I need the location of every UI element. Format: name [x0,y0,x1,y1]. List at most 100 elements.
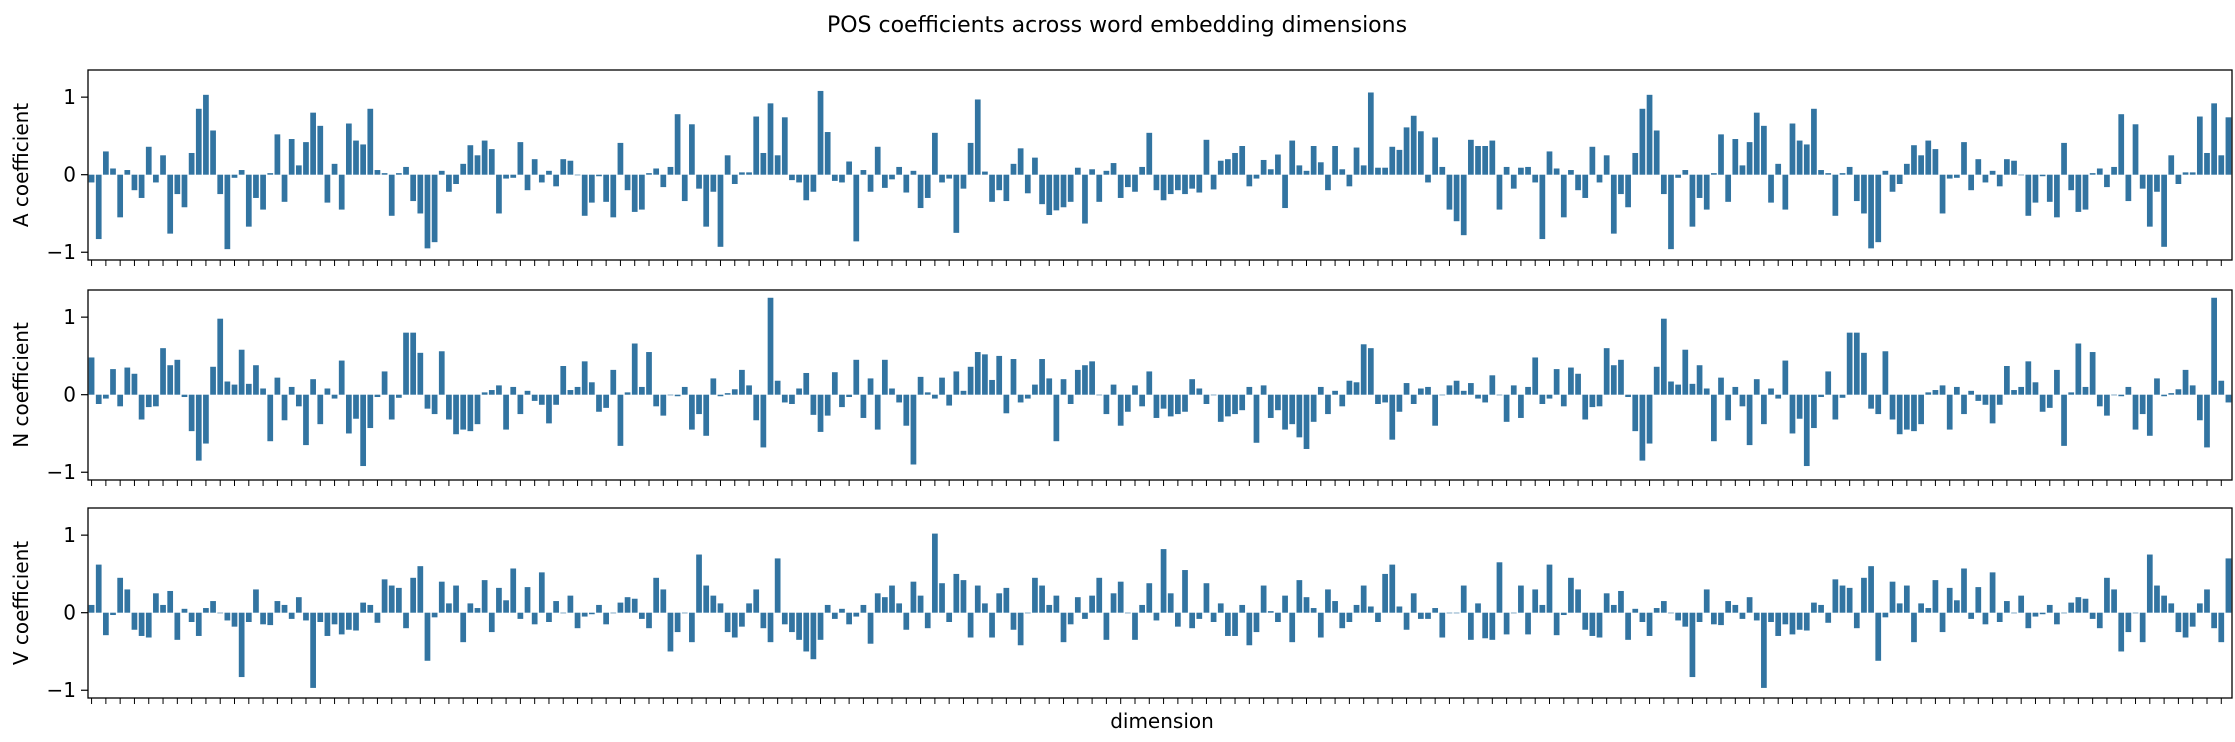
bar-v-270 [2018,595,2025,613]
bar-n-167 [1282,394,1288,430]
bar-a-77 [639,174,645,210]
bar-a-127 [996,174,1003,191]
bar-v-207 [1568,577,1574,613]
bar-a-100 [803,174,810,201]
bar-n-90 [731,389,738,395]
bar-n-252 [1889,394,1896,420]
bar-n-66 [560,366,567,395]
bar-n-298 [2218,380,2225,395]
bar-a-269 [2011,160,2017,175]
bar-n-271 [2025,361,2032,395]
bar-n-261 [1953,386,1960,395]
bar-n-255 [1911,394,1917,432]
bar-a-66 [560,159,567,175]
bar-v-210 [1589,612,1596,636]
bar-n-127 [996,355,1003,395]
bar-a-225 [1696,174,1703,198]
bar-v-24 [260,612,266,625]
bar-n-136 [1060,379,1067,395]
bar-v-292 [2175,612,2182,633]
bar-v-258 [1932,580,1939,613]
bar-n-281 [2096,394,2103,407]
bar-a-45 [410,174,417,202]
y-tick-label-n--1: −1 [47,460,76,484]
y-tick-label-a--1: −1 [47,240,76,264]
bar-a-130 [1017,148,1024,175]
bar-v-126 [989,612,995,638]
bar-n-42 [388,394,395,420]
bars-v [88,533,2232,688]
bar-n-291 [2168,393,2175,395]
bar-a-270 [2018,174,2025,176]
bar-n-9 [153,394,159,407]
bar-n-122 [960,390,967,395]
bar-v-56 [488,612,495,633]
bar-n-283 [2111,394,2117,396]
bar-a-200 [1518,167,1524,175]
bar-n-2 [103,394,109,399]
bar-a-206 [1560,174,1567,218]
bar-n-18 [217,318,224,395]
bar-n-30 [303,394,309,446]
bar-n-106 [846,394,852,398]
bar-n-259 [1939,385,1946,395]
y-tick-label-v--1: −1 [47,678,76,702]
bar-v-205 [1553,612,1560,636]
bar-a-111 [881,174,888,188]
bar-v-200 [1518,585,1524,613]
bar-v-169 [1296,580,1303,613]
bar-n-266 [1989,394,1996,424]
bar-v-83 [681,612,688,614]
bar-n-133 [1039,359,1045,395]
bar-n-126 [989,379,995,395]
bar-v-236 [1775,612,1782,636]
y-tick-label-a-1: 1 [63,85,76,109]
bar-n-98 [789,394,795,404]
bar-v-30 [303,612,309,621]
bar-v-184 [1403,612,1410,630]
bar-n-258 [1932,390,1939,395]
bar-v-230 [1732,604,1739,613]
bar-a-205 [1553,168,1560,175]
bar-n-155 [1196,388,1203,395]
bar-v-114 [903,612,910,630]
bar-a-102 [817,90,824,175]
bar-v-167 [1282,595,1288,613]
bar-v-265 [1982,612,1989,625]
bar-n-110 [874,394,881,430]
bar-a-246 [1846,166,1853,175]
bar-n-117 [924,392,931,395]
bar-v-252 [1889,581,1896,613]
bar-n-27 [281,394,288,421]
bar-v-70 [588,612,595,615]
bar-a-131 [1024,174,1031,194]
bar-n-81 [667,394,674,396]
bar-v-183 [1396,606,1403,613]
bar-a-147 [1139,166,1145,175]
bar-v-118 [932,533,938,613]
bar-a-17 [210,130,216,175]
bar-a-218 [1646,94,1653,175]
bar-v-250 [1875,612,1882,661]
bar-v-177 [1353,604,1360,613]
bar-n-143 [1110,384,1117,395]
bar-n-20 [231,384,238,395]
bar-v-75 [624,597,631,613]
bar-n-177 [1353,382,1360,395]
bar-v-31 [310,612,316,688]
bar-n-200 [1518,394,1524,418]
bar-n-130 [1017,394,1024,403]
bar-n-251 [1882,351,1889,395]
bar-n-125 [982,354,988,395]
bar-a-275 [2054,174,2060,218]
bar-v-104 [831,612,838,619]
bar-v-245 [1839,585,1846,613]
bar-a-160 [1232,152,1238,175]
bar-a-297 [2211,103,2217,175]
bar-a-265 [1982,174,1989,183]
bar-a-209 [1582,174,1589,198]
bar-v-52 [460,612,467,643]
bar-v-272 [2032,612,2039,617]
bar-n-141 [1096,394,1103,396]
bar-a-119 [939,174,945,183]
